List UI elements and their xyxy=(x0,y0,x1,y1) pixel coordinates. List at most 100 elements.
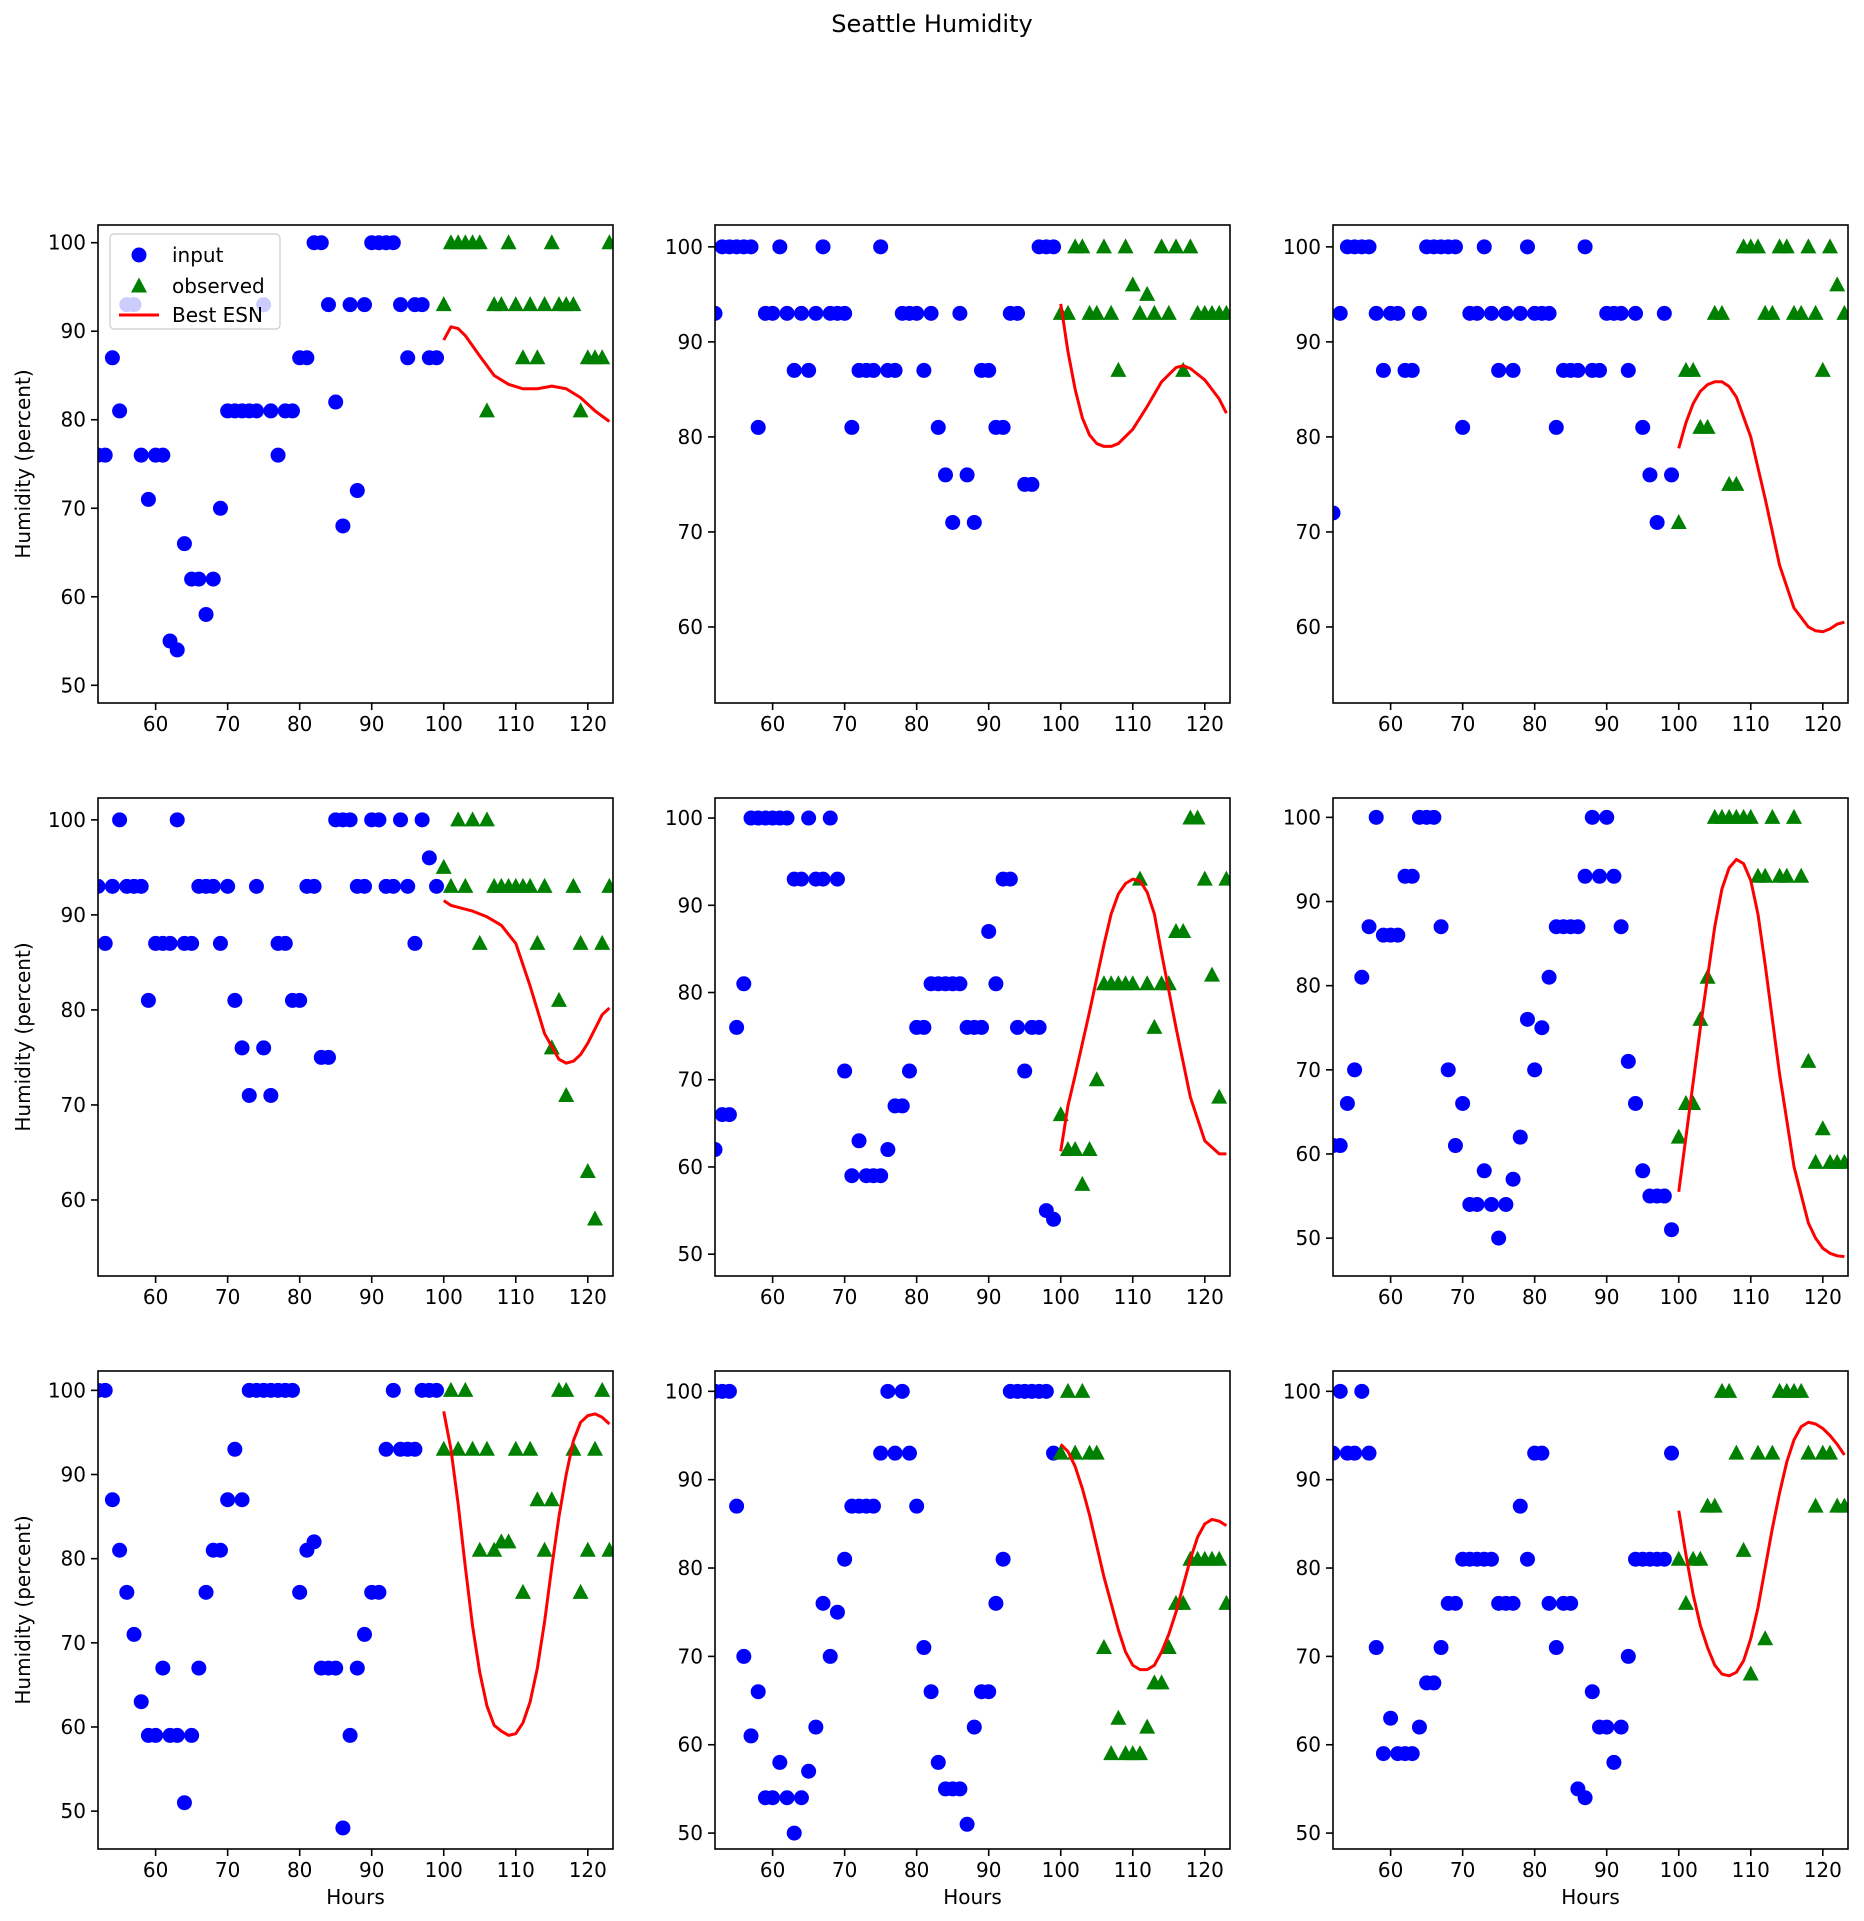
observed-point xyxy=(1074,1382,1091,1398)
input-point xyxy=(1046,1211,1062,1227)
x-tick-label: 70 xyxy=(832,712,857,736)
y-tick-label: 50 xyxy=(61,1799,86,1823)
observed-point xyxy=(1670,1550,1687,1566)
input-point xyxy=(385,878,401,894)
input-point xyxy=(1010,1019,1026,1035)
subplot-8: 60 70 80 90 100 110 120 50 60 70 80 90 100 Hours xyxy=(665,1370,1231,1909)
input-point xyxy=(126,1626,142,1642)
input-point xyxy=(1628,1095,1644,1111)
x-tick-label: 120 xyxy=(569,1858,607,1882)
input-point xyxy=(1483,1196,1499,1212)
input-point xyxy=(715,1142,723,1158)
input-point xyxy=(1447,1595,1463,1611)
x-tick-label: 60 xyxy=(143,1858,168,1882)
input-point xyxy=(952,1781,968,1797)
observed-point xyxy=(1807,1497,1824,1513)
observed-point xyxy=(1814,1120,1831,1136)
input-point xyxy=(112,403,128,419)
input-point xyxy=(873,1168,889,1184)
input-point xyxy=(414,812,430,828)
input-point xyxy=(721,1383,737,1399)
x-tick-label: 110 xyxy=(497,712,535,736)
input-point xyxy=(234,1492,250,1508)
observed-point xyxy=(1670,1128,1687,1144)
observed-point xyxy=(1131,870,1148,886)
input-point xyxy=(320,1049,336,1065)
input-point xyxy=(1404,868,1420,884)
observed-point xyxy=(1821,1444,1838,1460)
input-point xyxy=(779,305,795,321)
observed-point xyxy=(514,1583,531,1599)
legend-box xyxy=(109,233,281,330)
x-tick-label: 80 xyxy=(904,1285,929,1309)
y-tick-label: 90 xyxy=(678,330,703,354)
y-axis-label: Humidity (percent) xyxy=(11,1515,35,1704)
input-point xyxy=(1404,362,1420,378)
observed-point xyxy=(464,1440,481,1456)
observed-point xyxy=(601,877,613,893)
input-point xyxy=(1046,239,1062,255)
input-point xyxy=(1656,1188,1672,1204)
input-point xyxy=(357,297,373,313)
input-point xyxy=(1361,1445,1377,1461)
x-tick-label: 60 xyxy=(1378,1858,1403,1882)
input-point xyxy=(421,850,437,866)
input-point xyxy=(909,1498,925,1514)
input-point xyxy=(1447,1138,1463,1154)
input-point xyxy=(808,1719,824,1735)
observed-point xyxy=(558,1086,575,1102)
input-point xyxy=(371,1584,387,1600)
input-point xyxy=(743,239,759,255)
observed-point xyxy=(1785,808,1802,824)
legend-label: observed xyxy=(172,274,265,298)
input-point xyxy=(1361,919,1377,935)
input-point xyxy=(1613,1719,1629,1735)
y-tick-label: 100 xyxy=(665,1379,703,1403)
y-tick-label: 50 xyxy=(1296,1821,1321,1845)
input-point xyxy=(715,305,723,321)
plot-data xyxy=(1333,808,1848,1259)
input-point xyxy=(371,812,387,828)
input-point xyxy=(184,935,200,951)
observed-point xyxy=(1088,1444,1105,1460)
observed-point xyxy=(478,811,495,827)
input-point xyxy=(1426,1675,1442,1691)
x-tick-label: 100 xyxy=(1660,1285,1698,1309)
input-point xyxy=(750,1684,766,1700)
observed-point xyxy=(457,1381,474,1397)
input-point xyxy=(292,992,308,1008)
observed-point xyxy=(565,877,582,893)
observed-point xyxy=(1175,922,1192,938)
input-point xyxy=(1541,305,1557,321)
observed-point xyxy=(478,1440,495,1456)
input-point xyxy=(793,871,809,887)
axes-frame xyxy=(714,224,1231,704)
observed-point xyxy=(1139,285,1156,301)
y-axis-label: Humidity (percent) xyxy=(11,942,35,1131)
input-point xyxy=(1498,305,1514,321)
x-tick-label: 90 xyxy=(1594,712,1619,736)
input-point xyxy=(140,992,156,1008)
x-tick-label: 80 xyxy=(287,712,312,736)
observed-point xyxy=(1146,1018,1163,1034)
best-esn-line xyxy=(1059,303,1228,448)
input-point xyxy=(1664,1222,1680,1238)
input-point xyxy=(176,536,192,552)
x-tick-label: 60 xyxy=(143,1285,168,1309)
input-point xyxy=(1476,239,1492,255)
input-point xyxy=(349,1660,365,1676)
observed-point xyxy=(572,934,589,950)
input-point xyxy=(407,935,423,951)
input-point xyxy=(765,305,781,321)
input-point xyxy=(772,1754,788,1770)
observed-point xyxy=(594,934,611,950)
input-point xyxy=(220,878,236,894)
observed-point xyxy=(594,1381,611,1397)
input-point xyxy=(736,1648,752,1664)
input-point xyxy=(248,403,264,419)
input-point xyxy=(995,419,1011,435)
input-point xyxy=(916,362,932,378)
y-tick-label: 90 xyxy=(1296,890,1321,914)
observed-point xyxy=(1764,1444,1781,1460)
input-point xyxy=(162,935,178,951)
